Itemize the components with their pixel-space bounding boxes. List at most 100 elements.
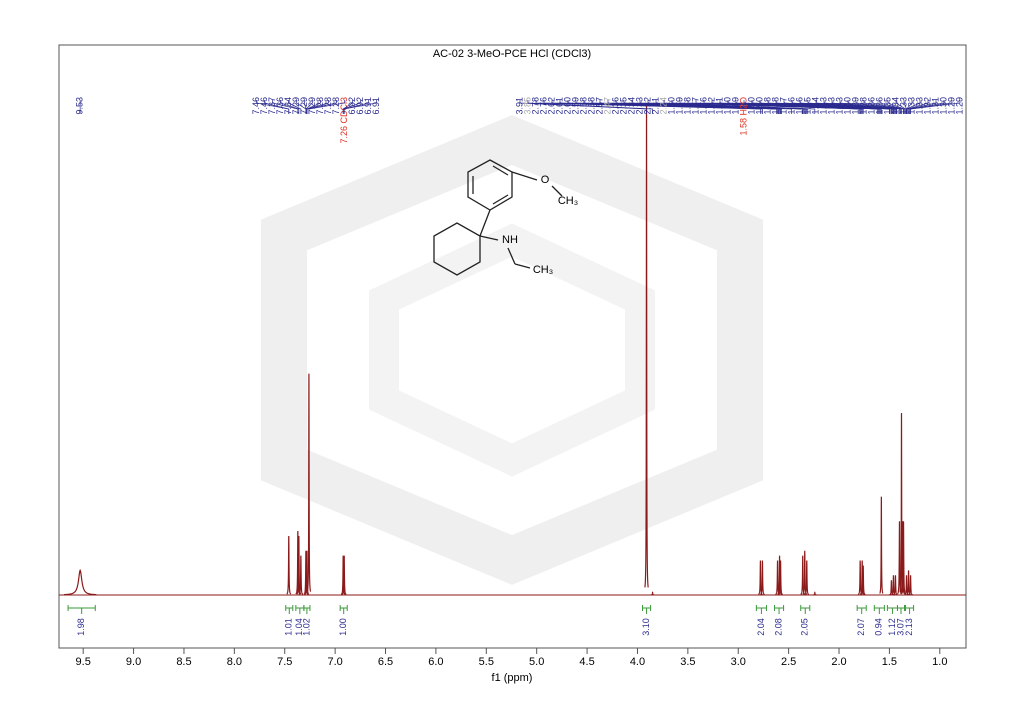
peak-label: 1.60 [722, 97, 732, 115]
peak-label-line [879, 100, 904, 114]
peak-label: 1.50 [754, 97, 764, 115]
peak-label: 1.44 [810, 97, 820, 115]
peak-label: 1.29 [954, 97, 964, 115]
x-tick-label: 8.5 [176, 656, 191, 668]
spectrum-peak [908, 575, 913, 596]
watermark [261, 115, 763, 585]
integral-label: 1.02 [301, 618, 311, 636]
peak-label: 7.26 CDCl3 [339, 97, 349, 144]
x-tick-label: 5.5 [479, 656, 494, 668]
peak-label-line [264, 100, 290, 114]
peak-label: 1.36 [866, 97, 876, 115]
spectrum-peak [804, 560, 810, 595]
plot-frame [58, 44, 967, 649]
bond [511, 171, 538, 181]
watermark-hexagon-inner [369, 223, 655, 477]
peak-label-line [887, 100, 905, 114]
peak-label: 1.79 [674, 97, 684, 115]
spectrum-peak [812, 591, 817, 596]
peak-label: 1.36 [874, 97, 884, 115]
peak-label: 2.58 [578, 97, 588, 115]
cyclohexane-ring [433, 222, 481, 276]
peak-label: 1.35 [882, 97, 892, 115]
peak-label-line [906, 100, 921, 114]
spectrum-peak [650, 591, 655, 596]
peak-label: 2.57 [594, 97, 604, 115]
peak-label-line [909, 100, 945, 114]
peak-label: 7.29 [299, 97, 309, 115]
x-tick-label: 4.0 [630, 656, 645, 668]
peak-label: 1.80 [666, 97, 676, 115]
peak-label: 1.30 [938, 97, 948, 115]
atom-label: O [541, 174, 550, 186]
peak-label-line [308, 100, 345, 114]
atom-label: NH [502, 234, 518, 246]
peak-label: 2.59 [570, 97, 580, 115]
integral-label: 3.10 [641, 618, 651, 636]
peak-label: 1.48 [770, 97, 780, 115]
peak-label: 2.36 [610, 97, 620, 115]
x-tick-label: 1.5 [882, 656, 897, 668]
peak-label-line [910, 100, 961, 114]
peak-label: 1.50 [746, 97, 756, 115]
peak-label-line [863, 100, 902, 114]
peak-label: 7.28 [315, 97, 325, 115]
x-tick-label: 5.0 [529, 656, 544, 668]
integral-label: 1.00 [338, 618, 348, 636]
peak-label: 2.47 [602, 97, 612, 115]
peak-label: 2.31 [650, 97, 660, 115]
integral-label: 1.98 [76, 618, 86, 636]
spectrum-peak [304, 550, 310, 595]
peak-label: 3.85 [522, 97, 532, 115]
peak-label: 7.29 [291, 97, 301, 115]
peak-label-line [663, 100, 816, 114]
peak-label-line [743, 100, 882, 114]
watermark-hexagon [261, 115, 763, 585]
x-tick-label: 9.5 [76, 656, 91, 668]
peak-label-line [527, 100, 653, 114]
x-tick-label: 3.0 [731, 656, 746, 668]
peak-label: 2.24 [658, 97, 668, 115]
peak-label: 2.34 [626, 97, 636, 115]
integral-label: 1.12 [887, 618, 897, 636]
peak-label: 1.34 [890, 97, 900, 115]
spectrum-peak [298, 555, 304, 595]
peak-label-line [847, 100, 900, 114]
peak-label: 7.46 [251, 97, 261, 115]
peak-label: 3.91 [514, 97, 524, 115]
peak-label: 1.61 [714, 97, 724, 115]
peak-label: 1.38 [858, 97, 868, 115]
peak-label: 1.46 [794, 97, 804, 115]
peak-label: 1.39 [850, 97, 860, 115]
spectrum-peak [879, 496, 884, 594]
peak-label: 1.77 [690, 97, 700, 115]
x-tick-label: 7.5 [277, 656, 292, 668]
x-tick-label: 6.5 [378, 656, 393, 668]
x-tick-label: 8.0 [227, 656, 242, 668]
spectrum-peak [295, 531, 301, 595]
peak-label-line [306, 100, 337, 114]
chart-title: AC-02 3-MeO-PCE HCl (CDCl3) [433, 48, 591, 60]
peak-label: 1.78 [682, 97, 692, 115]
x-tick-label: 3.5 [680, 656, 695, 668]
spectrum-peak [860, 565, 866, 596]
peak-label-line [839, 100, 897, 114]
peak-label: 7.37 [267, 97, 277, 115]
peak-label-line [305, 100, 313, 114]
peak-label: 2.32 [642, 97, 652, 115]
x-tick-label: 4.5 [579, 656, 594, 668]
integral-label: 2.07 [856, 618, 866, 636]
x-axis-label: f1 (ppm) [492, 672, 533, 684]
peak-label: 7.36 [275, 97, 285, 115]
integral-label: 2.08 [773, 618, 783, 636]
spectrum-peak [760, 560, 765, 595]
peak-label: 1.47 [778, 97, 788, 115]
peak-label: 6.91 [363, 97, 373, 115]
peak-label-line [815, 100, 896, 114]
peak-label: 1.48 [762, 97, 772, 115]
peak-label-line [703, 100, 864, 114]
peak-label: 1.59 [730, 97, 740, 115]
peak-label: 7.46 [259, 97, 269, 115]
peak-label: 2.78 [530, 97, 540, 115]
